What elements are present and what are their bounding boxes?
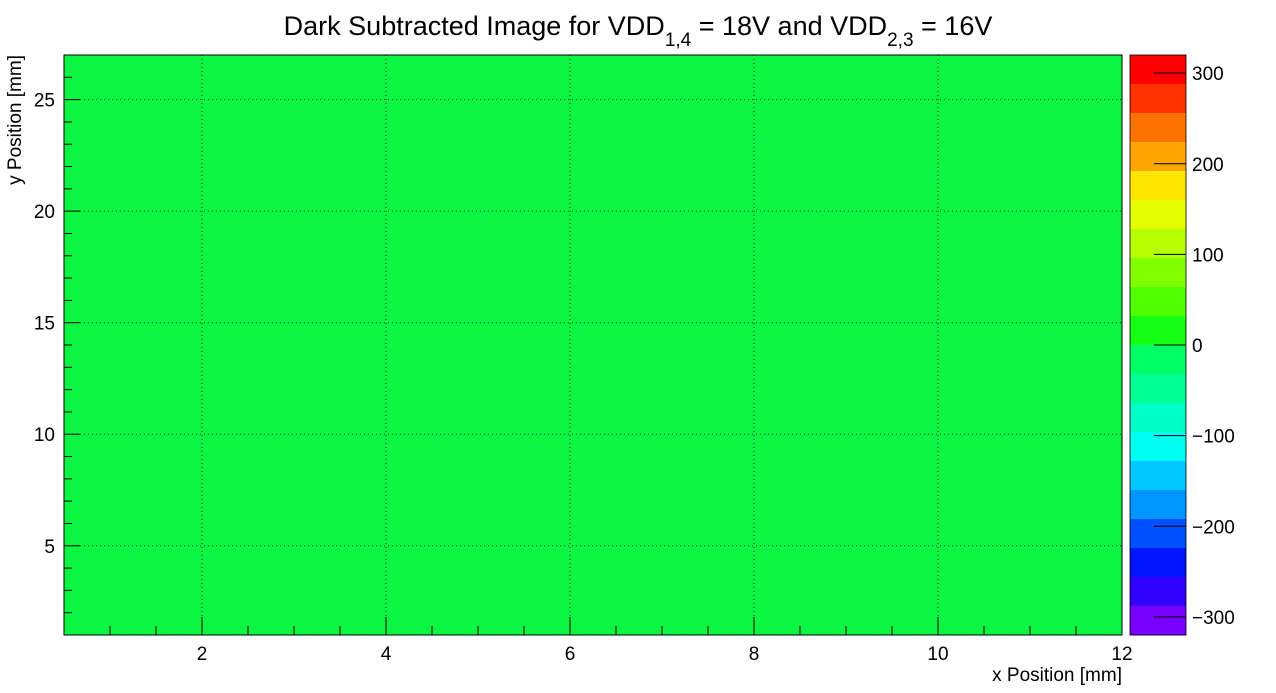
color-bar-cell <box>1130 200 1186 230</box>
color-bar-cell <box>1130 403 1186 433</box>
color-bar-cell <box>1130 229 1186 259</box>
color-bar-cell <box>1130 258 1186 288</box>
y-axis: 5 10 15 20 25 <box>34 76 80 614</box>
color-bar-tick-label: 200 <box>1192 155 1224 176</box>
plot-area: 2 4 6 8 10 12 5 10 15 20 25 <box>34 54 1133 665</box>
color-bar-cell <box>1130 490 1186 520</box>
y-tick-label: 25 <box>34 91 55 112</box>
x-tick-label: 10 <box>927 644 948 665</box>
chart-title: Dark Subtracted Image for VDD1,4 = 18V a… <box>284 11 993 51</box>
color-bar-tick-label: −300 <box>1192 608 1235 629</box>
y-tick-label: 5 <box>44 537 55 558</box>
color-bar-cell <box>1130 142 1186 172</box>
y-tick-label: 15 <box>34 314 55 335</box>
x-tick-label: 4 <box>381 644 392 665</box>
title-subscript-2: 2,3 <box>887 30 913 51</box>
color-bar-tick-label: 300 <box>1192 64 1224 85</box>
color-bar-axis: 300 200 100 0 −100 −200 −300 <box>1154 64 1235 629</box>
x-tick-label: 2 <box>197 644 208 665</box>
y-axis-title: y Position [mm] <box>5 55 26 185</box>
color-bar-cell <box>1130 316 1186 346</box>
x-tick-label: 12 <box>1111 644 1132 665</box>
heatmap-noise <box>64 55 1122 635</box>
color-bar-cell <box>1130 461 1186 491</box>
color-bar-cell <box>1130 345 1186 375</box>
color-bar-cell <box>1130 432 1186 462</box>
y-tick-label: 10 <box>34 425 55 446</box>
color-bar-tick-label: −100 <box>1192 427 1235 448</box>
color-bar-cell <box>1130 287 1186 317</box>
title-subscript-1: 1,4 <box>665 30 692 51</box>
color-bar-cell <box>1130 519 1186 549</box>
color-bar-cell <box>1130 84 1186 114</box>
x-axis-title: x Position [mm] <box>992 665 1122 686</box>
color-bar-cell <box>1130 55 1186 85</box>
color-bar-tick-label: −200 <box>1192 517 1235 538</box>
x-tick-label: 8 <box>749 644 760 665</box>
color-bar-cell <box>1130 374 1186 404</box>
x-tick-label: 6 <box>565 644 576 665</box>
color-bar-cell <box>1130 548 1186 578</box>
x-axis: 2 4 6 8 10 12 <box>109 617 1133 665</box>
color-bar-cell <box>1130 113 1186 143</box>
color-bar-tick-label: 100 <box>1192 245 1224 266</box>
grid-lines <box>64 55 1122 635</box>
color-bar-tick-label: 0 <box>1192 336 1203 357</box>
color-bar: 300 200 100 0 −100 −200 −300 <box>1129 54 1235 636</box>
color-bar-cell <box>1130 606 1186 636</box>
color-bar-cell <box>1130 171 1186 201</box>
color-bar-cell <box>1130 577 1186 607</box>
y-tick-label: 20 <box>34 202 55 223</box>
color-bar-cells <box>1130 55 1186 636</box>
